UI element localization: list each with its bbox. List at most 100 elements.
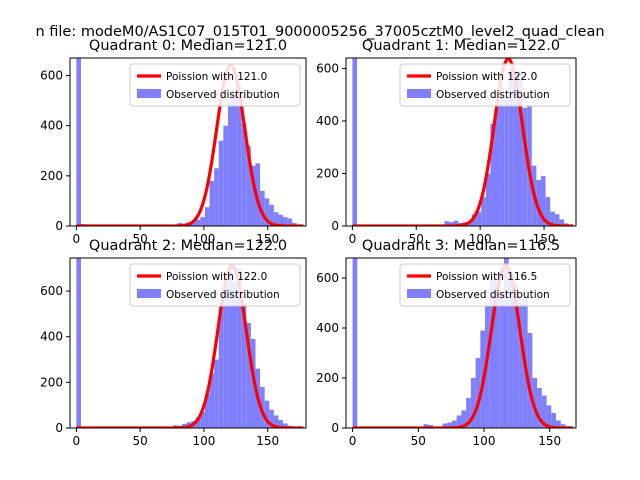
histogram-bar: [273, 415, 279, 428]
x-tick-label: 100: [192, 232, 215, 246]
histogram-bar: [442, 423, 448, 428]
poisson-curve: [75, 63, 305, 226]
legend-label-poisson: Poission with 122.0: [166, 271, 267, 283]
legend-box: [129, 263, 301, 307]
histogram-bar: [76, 58, 81, 226]
histogram-bar: [209, 180, 215, 226]
legend-label-observed: Observed distribution: [436, 289, 550, 301]
histogram-bar: [223, 125, 228, 226]
histogram-bar: [447, 422, 452, 428]
y-tick-label: 400: [40, 119, 63, 133]
histogram-bar: [223, 286, 228, 428]
subplot-title: Quadrant 2: Median=122.0: [89, 238, 287, 254]
x-tick-label: 150: [256, 434, 279, 448]
x-tick-label: 50: [133, 232, 148, 246]
histogram-bar: [444, 221, 449, 226]
x-tick-label: 100: [469, 232, 492, 246]
legend-bar-swatch: [407, 289, 431, 298]
legend-box: [399, 63, 571, 107]
histogram-bar: [504, 97, 509, 226]
x-tick-label: 150: [256, 232, 279, 246]
histogram-bar: [260, 386, 265, 428]
histogram-bar: [204, 207, 210, 226]
subplot-grid: Quadrant 0: Median=121.0 0 50 100 150 0 200 400…: [40, 38, 577, 448]
histogram-bar: [527, 333, 533, 428]
histogram-bar: [352, 258, 358, 428]
histogram-bar: [264, 198, 270, 226]
y-tick-label: 400: [316, 114, 339, 128]
histogram-bar: [200, 217, 205, 226]
histogram-bar: [508, 68, 514, 226]
histogram-bar: [560, 424, 566, 428]
y-tick-label: 600: [40, 69, 63, 83]
histogram-bar: [241, 123, 247, 226]
axes-frame: [69, 257, 307, 429]
histogram-bar: [264, 400, 270, 428]
histogram-bar: [476, 211, 482, 226]
legend-bar-swatch: [407, 89, 431, 98]
histogram-bar: [237, 85, 242, 226]
histogram-bar: [448, 222, 454, 226]
histogram-bar: [556, 420, 561, 428]
legend-bar-swatch: [137, 289, 161, 298]
histogram-bar: [518, 303, 523, 428]
histogram-bar: [550, 211, 555, 226]
axes-frame: [69, 57, 307, 227]
y-tick-label: 0: [331, 219, 339, 233]
histogram-bar: [522, 107, 528, 226]
plot-area: [75, 58, 305, 226]
subplot-quadrant-0: Quadrant 0: Median=121.0 0 50 100 150 0 200 400…: [40, 38, 307, 246]
legend: Poission with 122.0 Observed distribution: [399, 63, 571, 107]
histogram-bar: [499, 293, 504, 428]
y-tick-label: 200: [40, 375, 63, 389]
histogram-bar: [470, 378, 476, 428]
histogram-bar: [227, 103, 233, 226]
histogram-bar: [260, 190, 265, 226]
y-tick-label: 200: [316, 371, 339, 385]
histogram-bar: [546, 405, 552, 428]
histogram-bar: [475, 358, 481, 428]
figure-suptitle: n file: modeM0/AS1C07_015T01_9000005256_…: [35, 24, 604, 40]
histogram-bar: [246, 323, 251, 428]
histogram-bar: [489, 278, 495, 428]
histogram-bar: [423, 424, 429, 428]
histogram-bar: [554, 214, 560, 226]
legend: Poission with 122.0 Observed distribution: [129, 263, 301, 307]
legend-box: [129, 63, 301, 107]
axes-frame: [345, 257, 577, 429]
histogram-bar: [471, 214, 477, 226]
legend-label-poisson: Poission with 122.0: [436, 71, 537, 83]
y-tick-label: 0: [331, 421, 339, 435]
histogram-bar: [241, 302, 247, 428]
histogram-bar: [540, 176, 546, 226]
histogram-bar: [513, 283, 519, 428]
histogram-bar: [237, 268, 242, 428]
x-tick-label: 100: [192, 434, 215, 448]
histogram-bar: [269, 204, 274, 226]
histogram-bar: [195, 417, 201, 428]
histogram-bar: [508, 273, 514, 428]
histogram-bar: [541, 395, 547, 428]
subplot-quadrant-2: Quadrant 2: Median=122.0 0 50 100 150 0 200 400…: [40, 238, 307, 448]
histogram-bar: [287, 218, 293, 226]
histogram-bar: [232, 93, 238, 226]
subplot-quadrant-3: Quadrant 3: Median=116.5 0 50 100 150 0 200 400…: [316, 238, 577, 448]
x-tick-label: 150: [533, 232, 556, 246]
axes-frame: [345, 57, 577, 227]
histogram-bar: [209, 373, 215, 428]
histogram-bar: [255, 163, 261, 226]
x-tick-label: 100: [473, 434, 496, 448]
histogram-bar: [283, 217, 288, 226]
histogram-bar: [278, 420, 284, 428]
histogram-bar: [453, 220, 459, 226]
x-tick-label: 50: [133, 434, 148, 448]
plot-area: [351, 258, 575, 428]
legend-label-poisson: Poission with 121.0: [166, 71, 267, 83]
legend-label-observed: Observed distribution: [166, 289, 280, 301]
histogram-bar: [490, 123, 495, 226]
histogram-bar: [76, 258, 81, 428]
plot-area: [351, 58, 575, 226]
histogram-bar: [461, 410, 467, 428]
histogram-bar: [278, 214, 284, 226]
